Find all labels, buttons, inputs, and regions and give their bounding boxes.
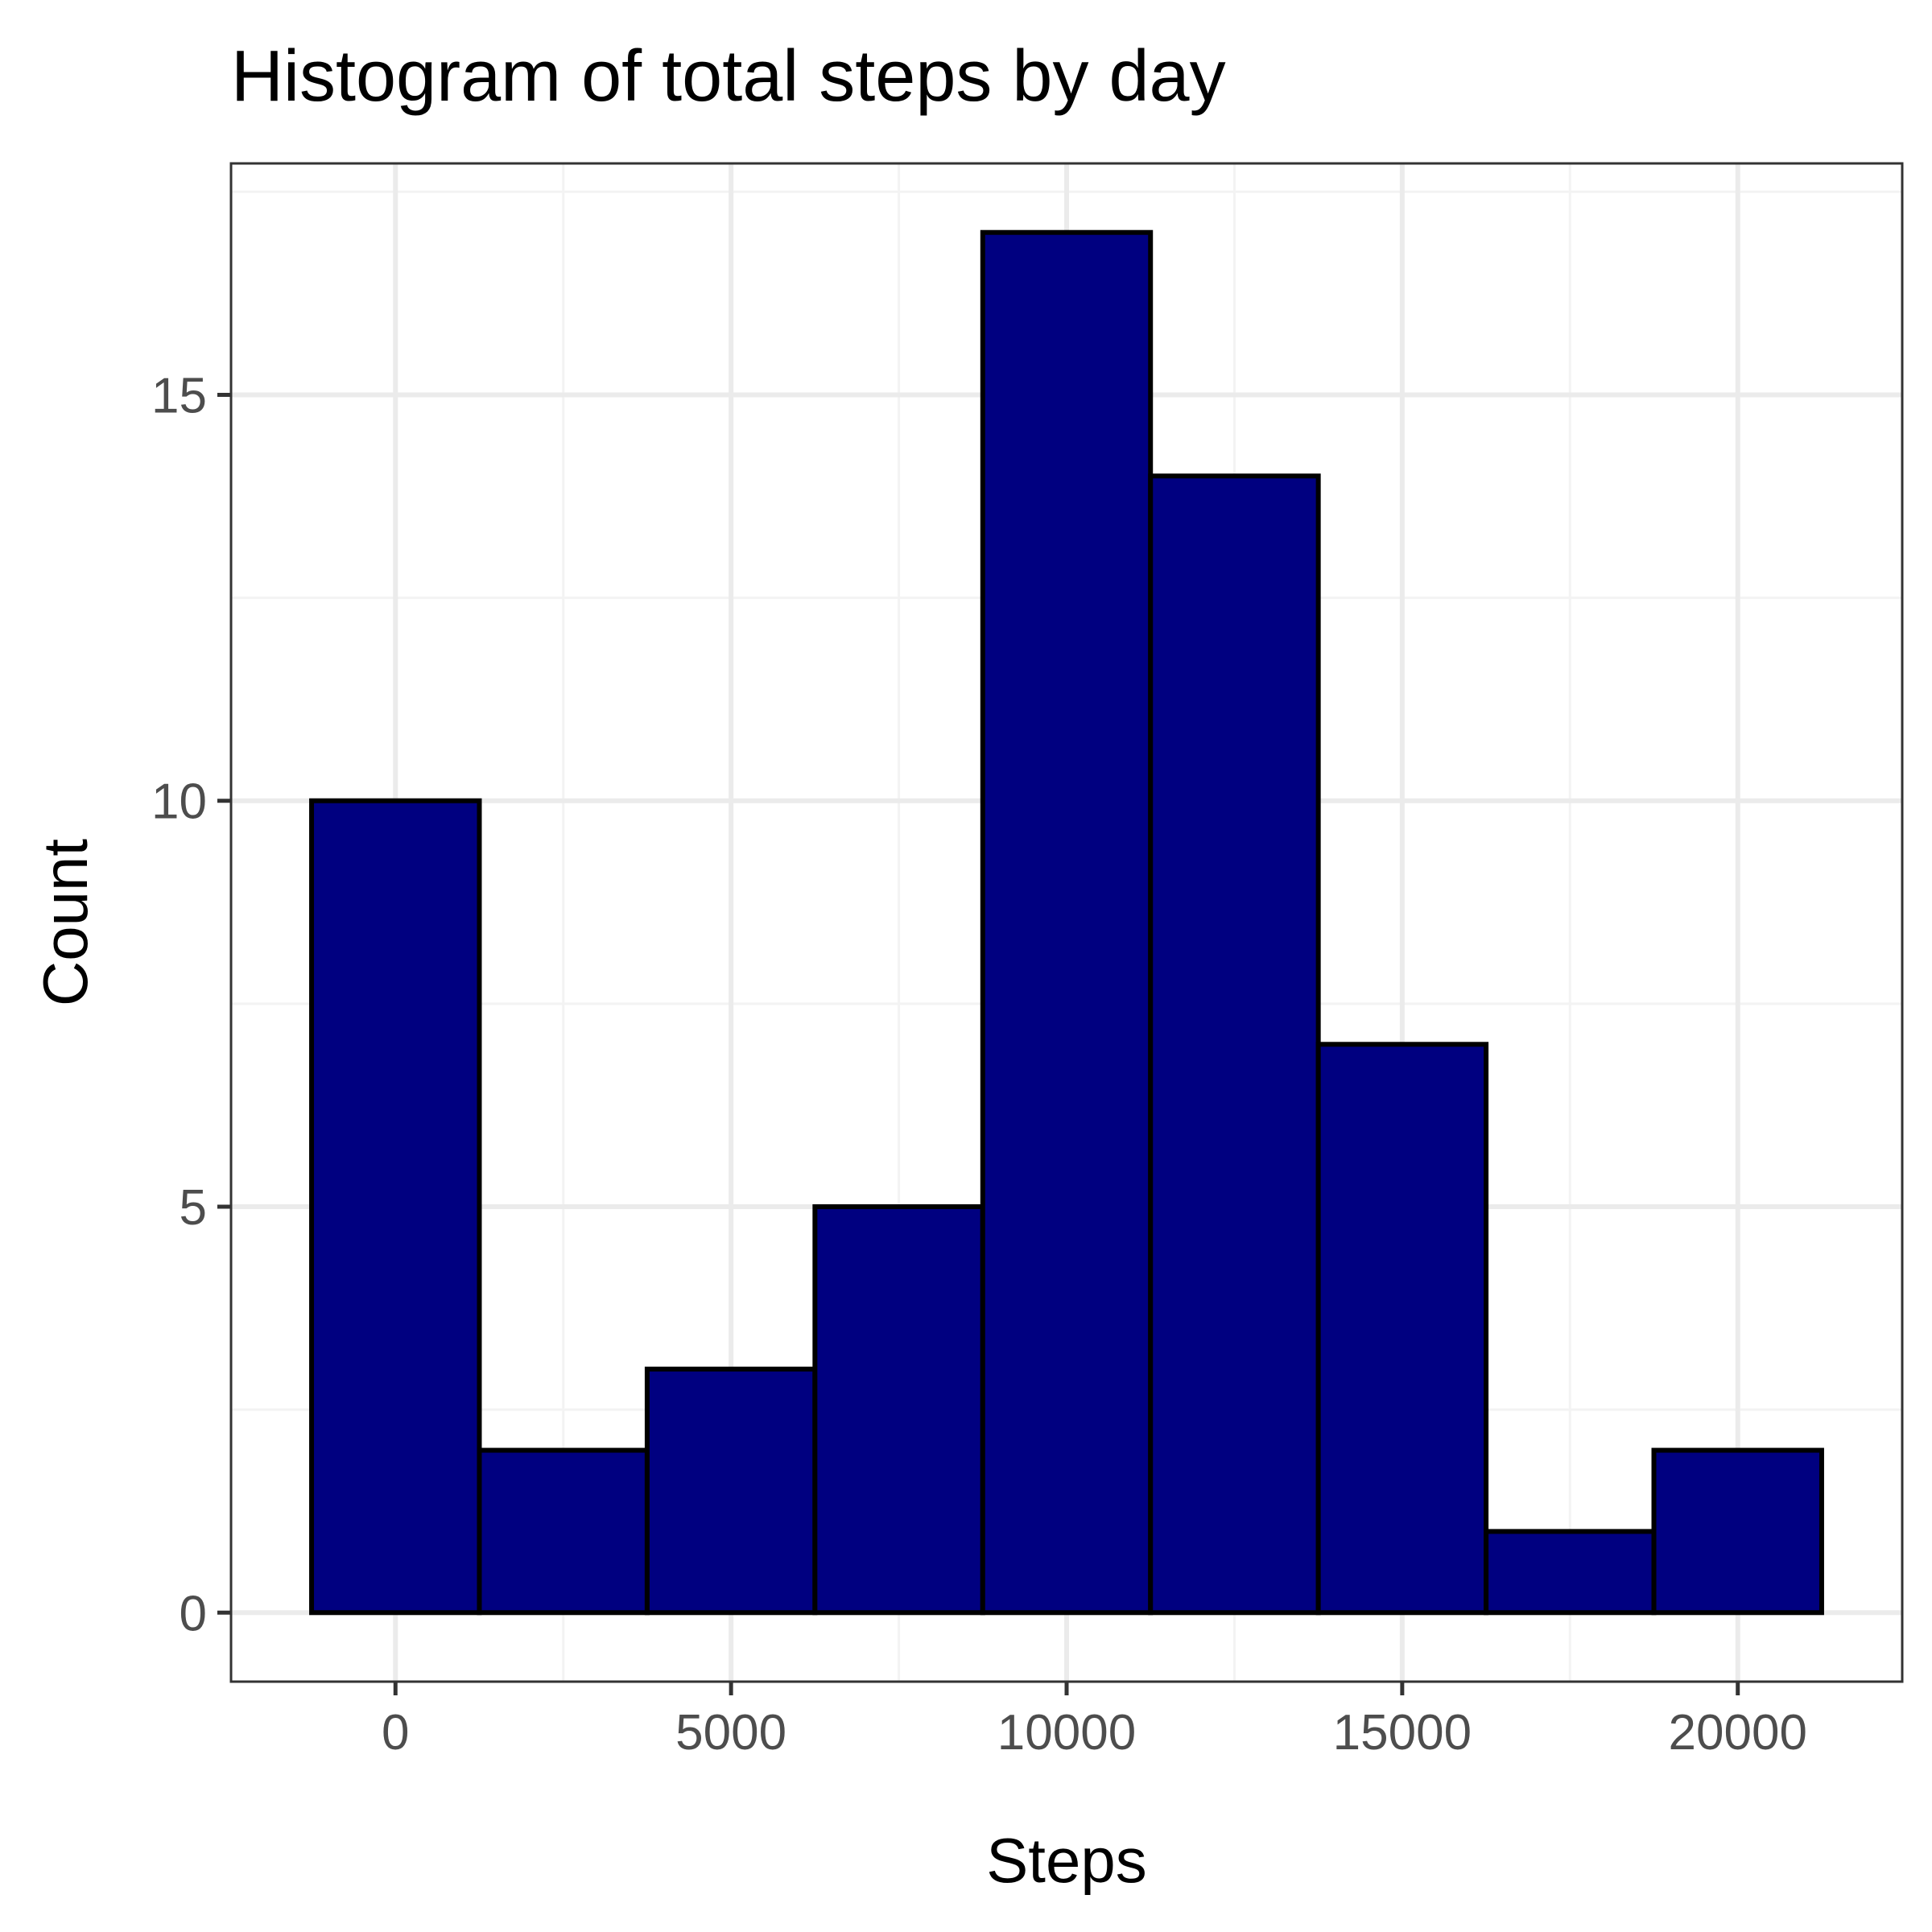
histogram-bar [812,1203,985,1616]
x-tick-label: 0 [382,1705,409,1761]
y-tick-label: 10 [151,774,207,830]
histogram-bar [1315,1042,1489,1616]
histogram-bar [980,229,1154,1616]
y-axis-title: Count [30,839,101,1006]
y-tick-label: 5 [180,1180,207,1236]
chart-title: Histogram of total steps by day [231,36,1226,117]
histogram-bar [644,1366,818,1616]
y-tick-label: 0 [180,1586,207,1641]
y-tick-label: 15 [151,368,207,423]
x-tick-label: 10000 [997,1705,1136,1761]
x-tick-label: 20000 [1669,1705,1807,1761]
histogram-bar [477,1447,650,1616]
histogram-bar [1651,1447,1824,1616]
histogram-bar [309,798,482,1616]
histogram-bar [1148,473,1321,1616]
x-tick-label: 15000 [1333,1705,1472,1761]
x-tick-label: 5000 [675,1705,786,1761]
bars-layer [309,229,1824,1616]
ticks-layer: 0 5000 10000 15000 20000 0 5 10 15 [151,368,1807,1761]
x-axis-title: Steps [986,1825,1146,1896]
histogram-bar [1484,1529,1657,1616]
